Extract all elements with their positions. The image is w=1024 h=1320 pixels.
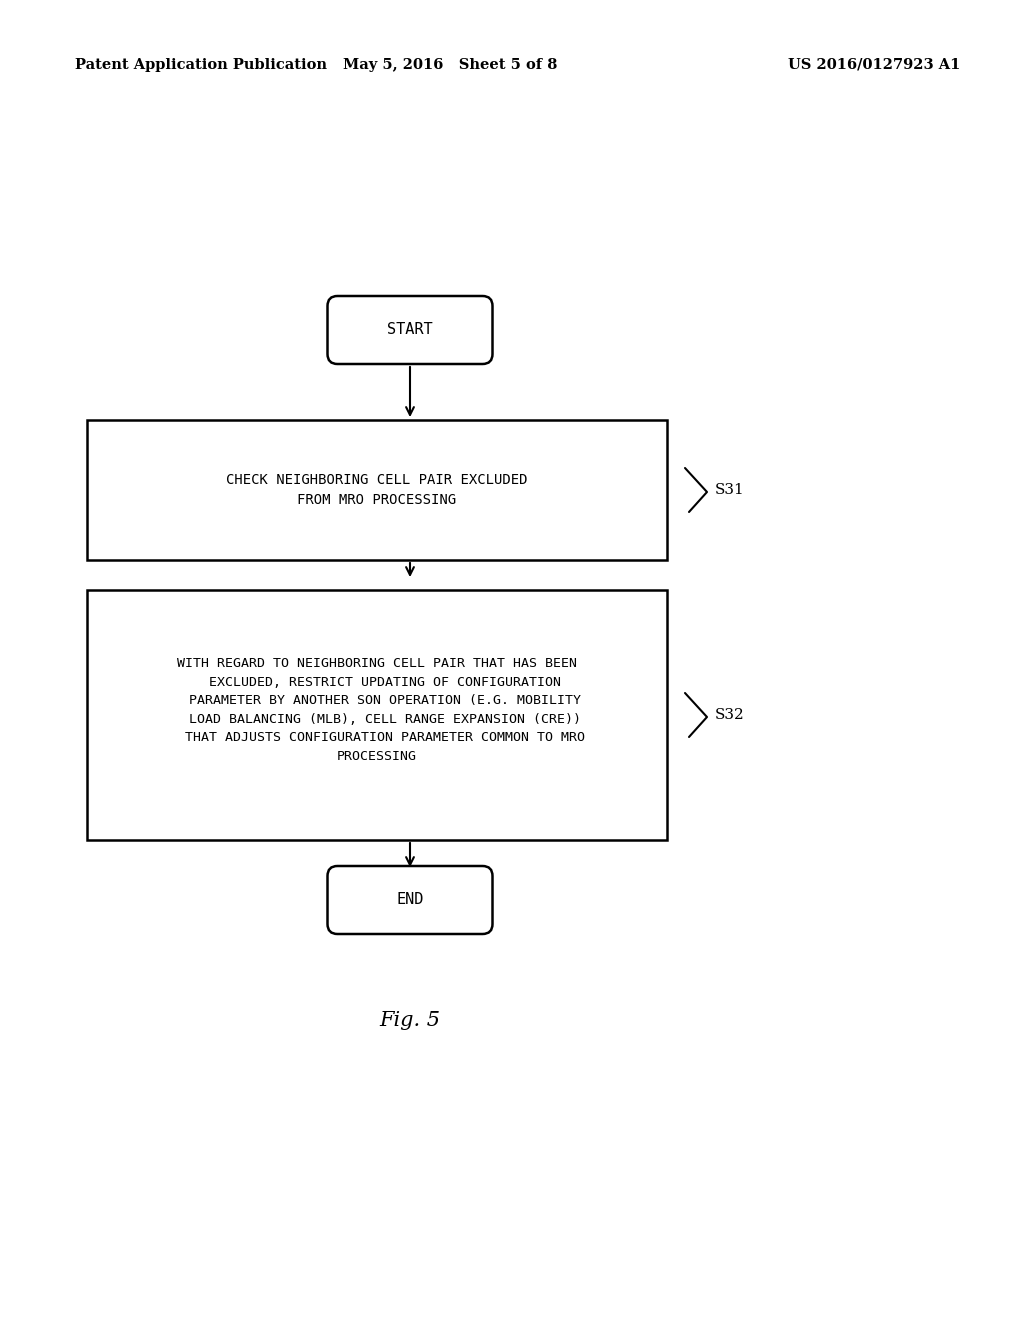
Text: Patent Application Publication: Patent Application Publication — [75, 58, 327, 73]
Bar — [87, 420, 667, 560]
Bar — [87, 590, 667, 840]
Text: END: END — [396, 892, 424, 908]
Text: Fig. 5: Fig. 5 — [380, 1011, 440, 1030]
Text: S31: S31 — [715, 483, 744, 498]
FancyBboxPatch shape — [328, 866, 493, 935]
Text: WITH REGARD TO NEIGHBORING CELL PAIR THAT HAS BEEN
  EXCLUDED, RESTRICT UPDATING: WITH REGARD TO NEIGHBORING CELL PAIR THA… — [169, 657, 585, 763]
Text: S32: S32 — [715, 708, 744, 722]
FancyBboxPatch shape — [328, 296, 493, 364]
Text: US 2016/0127923 A1: US 2016/0127923 A1 — [787, 58, 961, 73]
Text: CHECK NEIGHBORING CELL PAIR EXCLUDED
FROM MRO PROCESSING: CHECK NEIGHBORING CELL PAIR EXCLUDED FRO… — [226, 473, 527, 507]
Text: START: START — [387, 322, 433, 338]
Text: May 5, 2016   Sheet 5 of 8: May 5, 2016 Sheet 5 of 8 — [343, 58, 557, 73]
